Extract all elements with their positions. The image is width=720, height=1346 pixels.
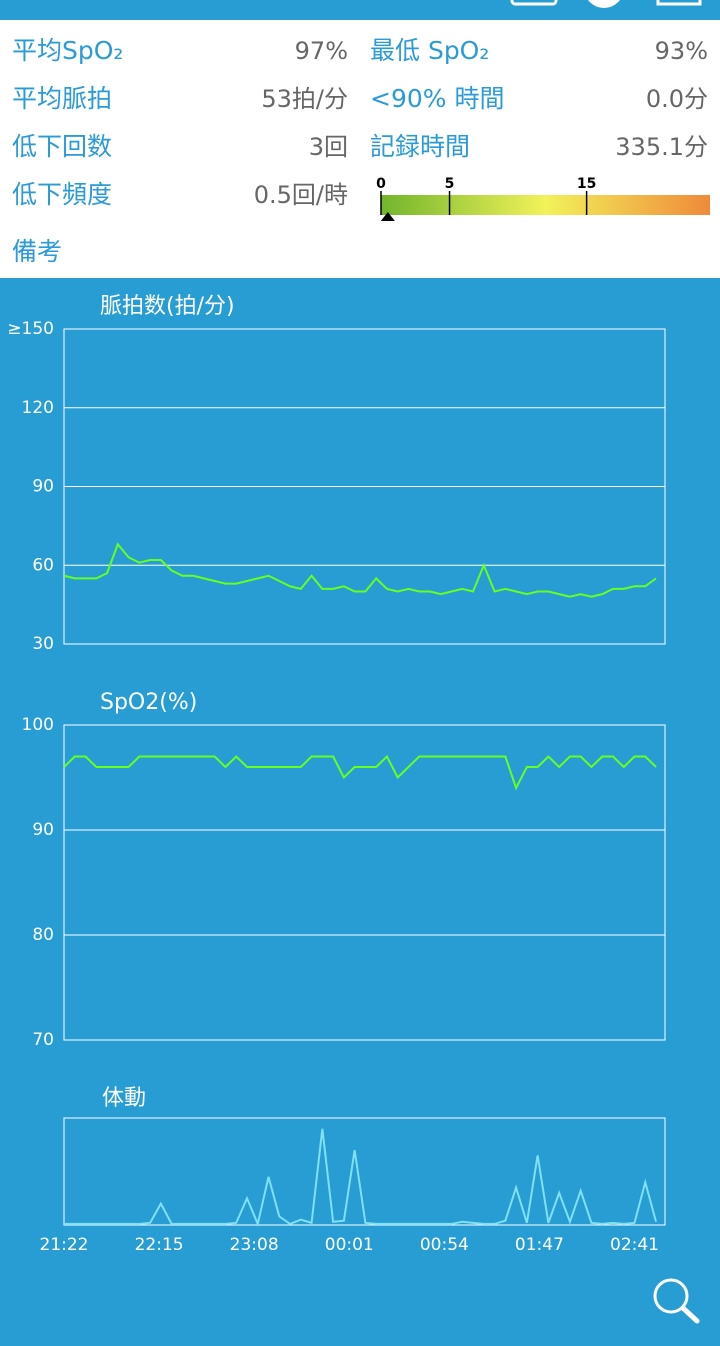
chart-title: 体動 [102,1086,146,1111]
y-tick-label: 80 [32,925,54,945]
scale-tick-label: 5 [445,176,455,192]
data-line [63,542,657,598]
y-tick-label: 60 [32,555,54,575]
summary-label: 平均脈拍 [12,84,112,113]
x-tick-label: 01:47 [515,1235,564,1255]
zoom-icon[interactable] [653,1278,689,1314]
scale-marker [380,212,395,221]
y-tick-label: 90 [32,820,54,840]
scale-tick-label: 15 [577,176,596,192]
summary-label: <90% 時間 [370,84,504,113]
summary-label: 最低 SpO₂ [370,36,489,65]
x-tick-label: 00:54 [420,1235,469,1255]
y-tick-label: ≥150 [7,319,54,339]
y-tick-label: 90 [32,477,54,497]
top-icon[interactable] [510,0,558,6]
chart-title: SpO2(%) [100,690,197,715]
y-tick-label: 70 [32,1030,54,1050]
summary-panel [0,20,720,278]
summary-value: 0.0分 [646,85,708,113]
summary-label: 平均SpO₂ [12,36,123,65]
summary-value: 53拍/分 [261,85,348,113]
summary: 平均SpO₂ 97% 最低 SpO₂ 93% 平均脈拍 53拍/分 <90% 時間 0.0分低… [12,36,710,266]
y-tick-label: 120 [22,398,54,418]
y-tick-label: 100 [22,715,54,735]
top-icon[interactable] [584,0,624,8]
x-tick-label: 00:01 [325,1235,374,1255]
zoom-icon[interactable] [680,1305,700,1324]
data-line [64,1128,657,1228]
x-tick-label: 23:08 [230,1235,279,1255]
note-label: 備考 [12,237,62,266]
scale-tick-label: 0 [376,176,386,192]
summary-value: 3回 [309,133,348,161]
summary-value: 0.5回/時 [254,181,348,209]
summary-label: 低下回数 [12,132,112,161]
x-tick-label: 21:22 [40,1235,89,1255]
summary-value: 93% [655,37,708,65]
plot-frame [63,1117,666,1226]
x-tick-label: 22:15 [135,1235,184,1255]
summary-label: 低下頻度 [12,180,112,209]
scale-bar [381,195,710,215]
top-icon[interactable] [656,0,702,6]
zoom-button[interactable] [653,1278,700,1324]
summary-value: 97% [295,37,348,65]
data-line [63,754,657,791]
x-tick-label: 02:41 [610,1235,659,1255]
y-tick-label: 30 [32,634,54,654]
summary-label: 記録時間 [370,132,470,161]
summary-value: 335.1分 [615,133,708,161]
chart-title: 脈拍数(拍/分) [100,294,235,319]
plot-frame [63,724,666,1041]
charts: 脈拍数(拍/分) 30 60 90 120 ≥150 SpO2(%) 70 80 90 100 体動 2… [7,294,666,1255]
